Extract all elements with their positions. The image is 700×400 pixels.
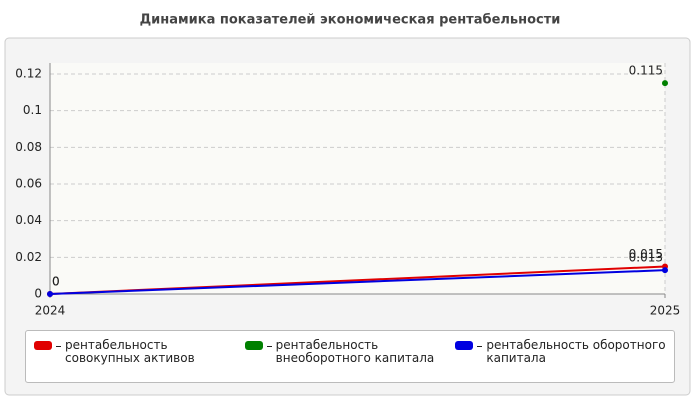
y-tick-label: 0.04 bbox=[15, 213, 42, 227]
point bbox=[662, 267, 668, 274]
value-label: 0.013 bbox=[629, 251, 663, 265]
legend-item: рентабельность оборотного капитала bbox=[455, 339, 666, 382]
legend-dash bbox=[477, 346, 483, 347]
y-tick-label: 0.06 bbox=[15, 177, 42, 191]
y-tick-label: 0.08 bbox=[15, 140, 42, 154]
point bbox=[47, 291, 53, 297]
legend: рентабельность совокупных активов рентабе… bbox=[25, 330, 675, 383]
y-tick-label: 0.02 bbox=[15, 250, 42, 264]
value-label: 0 bbox=[52, 275, 60, 289]
legend-label: рентабельность совокупных активов bbox=[65, 338, 195, 365]
y-tick-label: 0 bbox=[34, 287, 42, 301]
series-line bbox=[49, 269, 666, 295]
legend-swatch bbox=[455, 341, 474, 350]
y-tick-label: 0.1 bbox=[23, 103, 42, 117]
legend-swatch bbox=[34, 341, 52, 350]
x-tick-label: 2025 bbox=[650, 304, 681, 318]
value-label: 0.015 bbox=[629, 247, 663, 261]
value-label: 0.115 bbox=[629, 64, 663, 78]
legend-label: рентабельность оборотного капитала bbox=[486, 338, 666, 365]
value-label: 0 bbox=[52, 275, 60, 289]
plot-area bbox=[50, 63, 665, 294]
legend-item: рентабельность совокупных активов bbox=[34, 339, 245, 382]
point bbox=[662, 80, 668, 87]
y-tick-label: 0.12 bbox=[15, 67, 42, 81]
legend-dash bbox=[56, 346, 61, 347]
legend-swatch bbox=[244, 341, 263, 350]
x-tick-label: 2024 bbox=[35, 304, 66, 318]
legend-dash bbox=[266, 346, 272, 347]
chart-title: Динамика показателей экономическая рента… bbox=[140, 13, 561, 28]
legend-item: рентабельность внеоборотного капитала bbox=[244, 338, 456, 382]
legend-label: рентабельность внеоборотного капитала bbox=[275, 338, 435, 365]
